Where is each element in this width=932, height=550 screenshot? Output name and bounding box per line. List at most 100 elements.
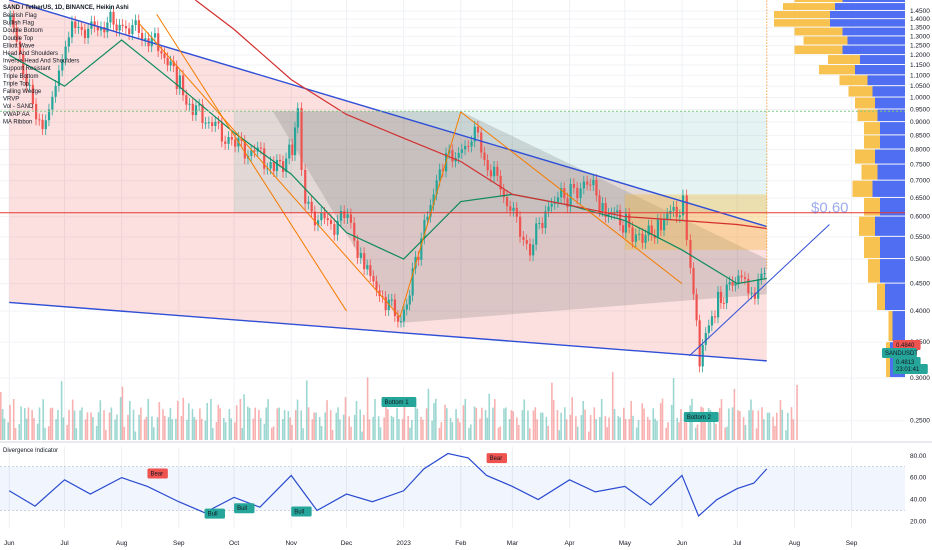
volume-bar: [372, 416, 374, 440]
osc-bull-3: Bull: [294, 509, 304, 515]
volume-bar: [569, 414, 572, 440]
volume-bar: [707, 407, 710, 440]
bottom1-label-bg: [381, 397, 417, 407]
candle-body: [272, 162, 275, 172]
volume-bar: [637, 419, 640, 440]
volume-bar: [132, 409, 135, 440]
volume-bar: [379, 427, 382, 440]
volume-bar: [283, 410, 286, 440]
volume-bar: [527, 410, 529, 440]
candle-body: [304, 169, 307, 204]
x-tick-label: Mar: [507, 540, 519, 547]
volume-bar: [534, 407, 537, 440]
volume-bar: [350, 426, 352, 440]
countdown-badge-bg: [893, 364, 928, 374]
candle-body: [522, 236, 525, 241]
candle-body: [685, 195, 688, 241]
candle-body: [582, 181, 586, 189]
candle-body: [38, 119, 41, 121]
volume-bar: [587, 431, 590, 440]
candle-body: [172, 61, 175, 67]
candle-body: [473, 126, 476, 142]
vrvp-up-bar: [855, 64, 905, 75]
volume-bar: [320, 425, 323, 440]
y-tick-label: 0.6500: [910, 195, 930, 202]
volume-bar: [407, 415, 409, 440]
osc-y-tick: 40.00: [910, 497, 927, 504]
candle-body: [532, 244, 535, 256]
volume-bar: [648, 419, 651, 440]
y-tick-label: 0.3000: [910, 375, 930, 382]
volume-bar: [768, 412, 771, 440]
candle-body: [67, 37, 70, 47]
y-tick-label: 1.0000: [910, 95, 930, 102]
volume-bar: [300, 410, 303, 440]
volume-bar: [613, 409, 616, 440]
y-tick-label: 1.2000: [910, 52, 930, 59]
y-tick-label: 0.4000: [910, 308, 930, 315]
volume-bar: [291, 424, 293, 440]
vrvp-down-bar: [794, 27, 843, 36]
volume-bar: [606, 427, 609, 440]
volume-bar: [258, 410, 260, 440]
volume-bar: [335, 412, 338, 440]
x-tick-label: Sep: [846, 540, 858, 547]
price-badge-high: 0.4840: [896, 343, 915, 349]
indicator-label: Vol - SAND: [3, 104, 34, 110]
y-tick-label: 1.4500: [910, 8, 930, 15]
volume-bar: [536, 419, 538, 440]
candle-body: [641, 233, 644, 243]
vrvp-up-bar: [860, 55, 905, 64]
volume-bar: [774, 425, 776, 440]
volume-bar: [604, 416, 607, 440]
candle-body: [353, 222, 356, 241]
x-tick-label: Jul: [733, 540, 742, 547]
volume-bar: [3, 418, 6, 440]
volume-bar: [781, 409, 784, 440]
candle-body: [426, 216, 429, 220]
vrvp-down-bar: [828, 55, 860, 64]
x-tick-label: 2023: [396, 540, 411, 547]
volume-bar: [401, 418, 404, 440]
vrvp-down-bar: [794, 0, 843, 3]
volume-bar: [329, 410, 332, 440]
vrvp-up-bar: [880, 259, 905, 283]
volume-bar: [116, 414, 118, 440]
candle-body: [349, 214, 353, 223]
indicator-label: Double Top: [3, 36, 34, 42]
volume-bar: [575, 416, 577, 440]
price-badge-last: 0.4813: [896, 360, 915, 366]
candle-body: [579, 188, 582, 199]
volume-bar: [422, 419, 424, 440]
vrvp-down-bar: [774, 10, 830, 19]
volume-bar: [492, 407, 494, 440]
candle-body: [719, 291, 723, 303]
y-tick-label: 1.2500: [910, 43, 930, 50]
volume-bar: [512, 411, 515, 440]
volume-bar: [551, 382, 553, 440]
candle-body: [432, 194, 435, 205]
candle-body: [153, 33, 157, 38]
indicator-label: Inverse Head And Shoulders: [3, 59, 79, 65]
candle-body: [563, 188, 566, 199]
volume-bar: [796, 384, 798, 440]
vrvp-up-bar: [880, 197, 905, 216]
candle-body: [41, 119, 44, 130]
candle-body: [675, 206, 678, 217]
volume-bar: [499, 426, 502, 440]
candle-body: [470, 141, 473, 147]
candle-body: [282, 161, 285, 172]
candle-body: [647, 225, 650, 236]
volume-bar: [676, 417, 679, 440]
x-tick-label: Aug: [116, 540, 128, 547]
candle-body: [194, 105, 198, 116]
vrvp-down-bar: [819, 64, 855, 75]
volume-bar: [204, 420, 207, 440]
volume-bar: [193, 416, 196, 440]
volume-bar: [775, 412, 778, 440]
candle-body: [695, 294, 698, 321]
volume-bar: [678, 422, 680, 440]
volume-bar: [505, 407, 507, 440]
volume-bar: [42, 399, 44, 440]
